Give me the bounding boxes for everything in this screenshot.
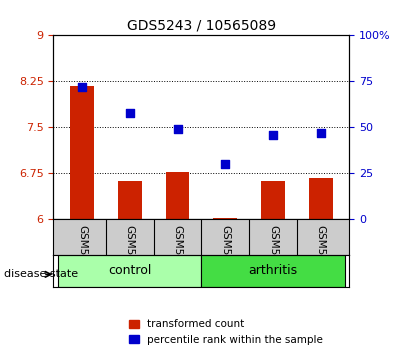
Text: GSM567082: GSM567082 [316, 225, 326, 288]
Text: control: control [108, 264, 152, 277]
FancyBboxPatch shape [58, 255, 201, 287]
Point [127, 110, 133, 115]
Bar [70, 86, 94, 219]
FancyBboxPatch shape [201, 255, 344, 287]
Text: GSM567075: GSM567075 [125, 225, 135, 288]
Text: GSM567080: GSM567080 [220, 225, 230, 288]
Text: GSM567076: GSM567076 [173, 225, 182, 288]
Bar [261, 182, 285, 219]
Point [174, 126, 181, 132]
Bar [309, 178, 332, 219]
Legend: transformed count, percentile rank within the sample: transformed count, percentile rank withi… [125, 315, 328, 349]
Bar [213, 218, 237, 219]
Text: disease state: disease state [4, 269, 78, 279]
Text: arthritis: arthritis [248, 264, 298, 277]
Title: GDS5243 / 10565089: GDS5243 / 10565089 [127, 19, 276, 33]
Point [317, 130, 324, 136]
Bar [118, 182, 142, 219]
Point [222, 161, 229, 167]
Point [270, 132, 276, 138]
Bar [166, 172, 189, 219]
Text: GSM567081: GSM567081 [268, 225, 278, 288]
Point [79, 84, 85, 90]
Text: GSM567074: GSM567074 [77, 225, 87, 288]
